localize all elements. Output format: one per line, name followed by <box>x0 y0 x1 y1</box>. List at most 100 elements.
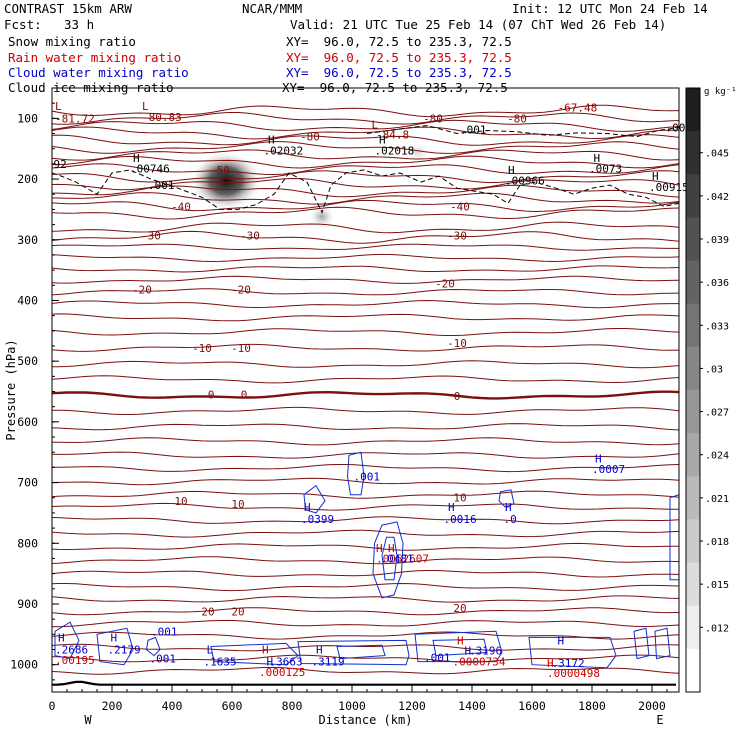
x-tick-label: 1200 <box>398 699 426 713</box>
y-tick-label: 100 <box>17 111 38 125</box>
x-tick-label: 2000 <box>638 699 666 713</box>
isotherm-line <box>52 199 679 213</box>
extremum-label: .001 <box>666 121 693 134</box>
cloud-water-contour <box>669 494 679 581</box>
colorbar-frame <box>685 87 701 693</box>
colorbar-tick-label: .015 <box>705 580 729 591</box>
y-tick-label: 600 <box>17 415 38 429</box>
extremum-label: .001 <box>460 123 487 136</box>
isotherm-line <box>52 221 679 234</box>
cloud-water-contour <box>210 642 299 666</box>
cloud-water-contour <box>145 636 161 657</box>
colorbar-swatch <box>686 562 700 607</box>
extremum-label: .001 <box>151 625 178 638</box>
isotherm-line <box>52 112 679 125</box>
extremum-label: H <box>558 634 565 647</box>
extremum-label: .0007 <box>592 463 625 476</box>
field-cloudwater-name: Cloud water mixing ratio <box>8 65 189 80</box>
x-tick-label: 800 <box>282 699 303 713</box>
extremum-label: H <box>508 164 515 177</box>
colorbar-unit: g kg⁻¹ <box>704 87 737 97</box>
cloud-water-contour <box>528 636 617 669</box>
isotherm-label: -30 <box>447 230 467 243</box>
extremum-label: 92 <box>54 158 67 171</box>
colorbar-swatch <box>686 217 700 262</box>
extremum-label: .3196 <box>469 645 502 658</box>
isotherm-line <box>52 230 679 244</box>
snow-shading-faint <box>406 141 430 162</box>
extremum-label: .3119 <box>312 656 345 669</box>
isotherm-label: -80 <box>423 112 443 125</box>
fcst-label: Fcst: <box>4 17 42 32</box>
extremum-label: -81.72 <box>55 112 95 125</box>
isotherm-line <box>52 607 679 616</box>
cloud-water-contour <box>381 536 398 581</box>
colorbar-swatch <box>686 260 700 305</box>
isotherm-line <box>52 595 679 603</box>
isotherm-label: -20 <box>132 284 152 297</box>
y-tick-label: 1000 <box>10 658 38 672</box>
extremum-label: H <box>304 501 311 514</box>
isotherm-line <box>52 643 679 652</box>
extremum-label: .0052607 <box>376 552 429 565</box>
isotherm-line <box>52 299 679 309</box>
extremum-label: .1635 <box>204 656 237 669</box>
extremum-label: -84.8 <box>376 129 409 142</box>
colorbar-swatch <box>686 519 700 564</box>
cloud-water-contour <box>336 644 386 660</box>
isotherm-line <box>52 149 679 161</box>
colorbar-swatch <box>686 88 700 132</box>
colorbar-swatch <box>686 131 700 175</box>
colorbar-tick-label: .024 <box>705 451 729 462</box>
y-tick-label: 700 <box>17 476 38 490</box>
extremum-label: .001 <box>424 651 451 664</box>
isotherm-line <box>52 490 679 499</box>
y-tick-label: 500 <box>17 354 38 368</box>
init-time: Init: 12 UTC Mon 24 Feb 14 <box>512 1 708 16</box>
extremum-label: H <box>505 501 512 514</box>
isotherm-line <box>52 542 679 551</box>
isotherm-line <box>52 464 679 473</box>
extremum-label: .02018 <box>375 145 415 158</box>
extremum-label: H <box>376 542 383 555</box>
field-snow-xy: XY= 96.0, 72.5 to 235.3, 72.5 <box>286 34 512 49</box>
colorbar-tick-label: .033 <box>705 321 729 332</box>
east-label: E <box>656 713 663 727</box>
colorbar-tick-label: .036 <box>705 278 729 289</box>
isotherm-label: 0 <box>208 389 215 402</box>
extremum-label: .02032 <box>264 145 304 158</box>
extremum-label: .3172 <box>552 657 585 670</box>
isotherm-label: -30 <box>240 230 260 243</box>
isotherm-line <box>52 343 679 352</box>
extremum-label: H <box>465 645 472 658</box>
isotherm-line <box>52 556 679 565</box>
extremum-label: H <box>262 644 269 657</box>
extremum-label: H <box>448 501 455 514</box>
isotherm-label: 0 <box>241 389 248 402</box>
extremum-label: .2179 <box>108 644 141 657</box>
cloud-water-contour <box>654 627 671 660</box>
isotherm-line <box>52 502 679 511</box>
isotherm-line <box>52 570 679 578</box>
extremum-label: .00915 <box>649 181 689 194</box>
x-tick-label: 600 <box>222 699 243 713</box>
extremum-label: .3663 <box>270 656 303 669</box>
extremum-label: L <box>55 100 62 113</box>
fcst-value: 33 h <box>64 17 95 32</box>
isotherm-line <box>52 192 679 205</box>
isotherm-line <box>52 619 679 628</box>
colorbar-tick-label: .012 <box>705 623 729 634</box>
colorbar-swatch <box>686 648 700 693</box>
colorbar-swatch <box>686 476 700 520</box>
isotherm-label: 20 <box>201 605 214 618</box>
y-tick-label: 300 <box>17 233 38 247</box>
cloud-water-contour <box>297 639 410 666</box>
isotherm-line <box>52 631 679 640</box>
snow-shading-max <box>190 150 262 211</box>
isotherm-line <box>52 313 679 322</box>
y-tick-label: 400 <box>17 293 38 307</box>
extremum-label: .2686 <box>55 644 88 657</box>
valid-time: Valid: 21 UTC Tue 25 Feb 14 (07 ChT Wed … <box>290 17 667 32</box>
isotherm-line <box>52 253 679 263</box>
